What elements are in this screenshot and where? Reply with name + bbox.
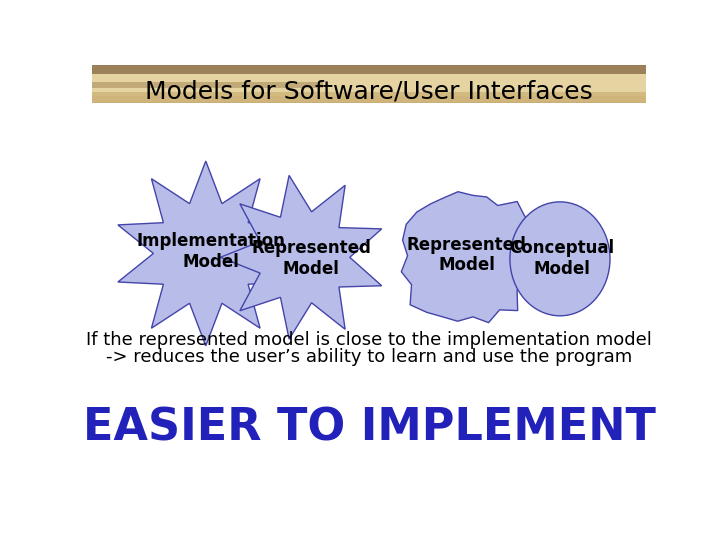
Bar — [92, 65, 647, 103]
Text: If the represented model is close to the implementation model: If the represented model is close to the… — [86, 332, 652, 349]
Polygon shape — [220, 176, 382, 339]
Text: Represented
Model: Represented Model — [407, 235, 527, 274]
Text: Represented
Model: Represented Model — [251, 239, 372, 278]
Text: Implementation
Model: Implementation Model — [137, 232, 286, 271]
Text: -> reduces the user’s ability to learn and use the program: -> reduces the user’s ability to learn a… — [106, 348, 632, 367]
Bar — [92, 65, 647, 74]
Bar — [92, 72, 647, 96]
Bar — [92, 82, 323, 88]
Polygon shape — [401, 192, 550, 322]
Text: Models for Software/User Interfaces: Models for Software/User Interfaces — [145, 80, 593, 104]
Text: Conceptual
Model: Conceptual Model — [509, 239, 614, 278]
Polygon shape — [118, 161, 294, 346]
Bar — [92, 92, 647, 103]
Bar — [92, 66, 647, 102]
Text: EASIER TO IMPLEMENT: EASIER TO IMPLEMENT — [83, 407, 655, 450]
Ellipse shape — [510, 202, 610, 316]
